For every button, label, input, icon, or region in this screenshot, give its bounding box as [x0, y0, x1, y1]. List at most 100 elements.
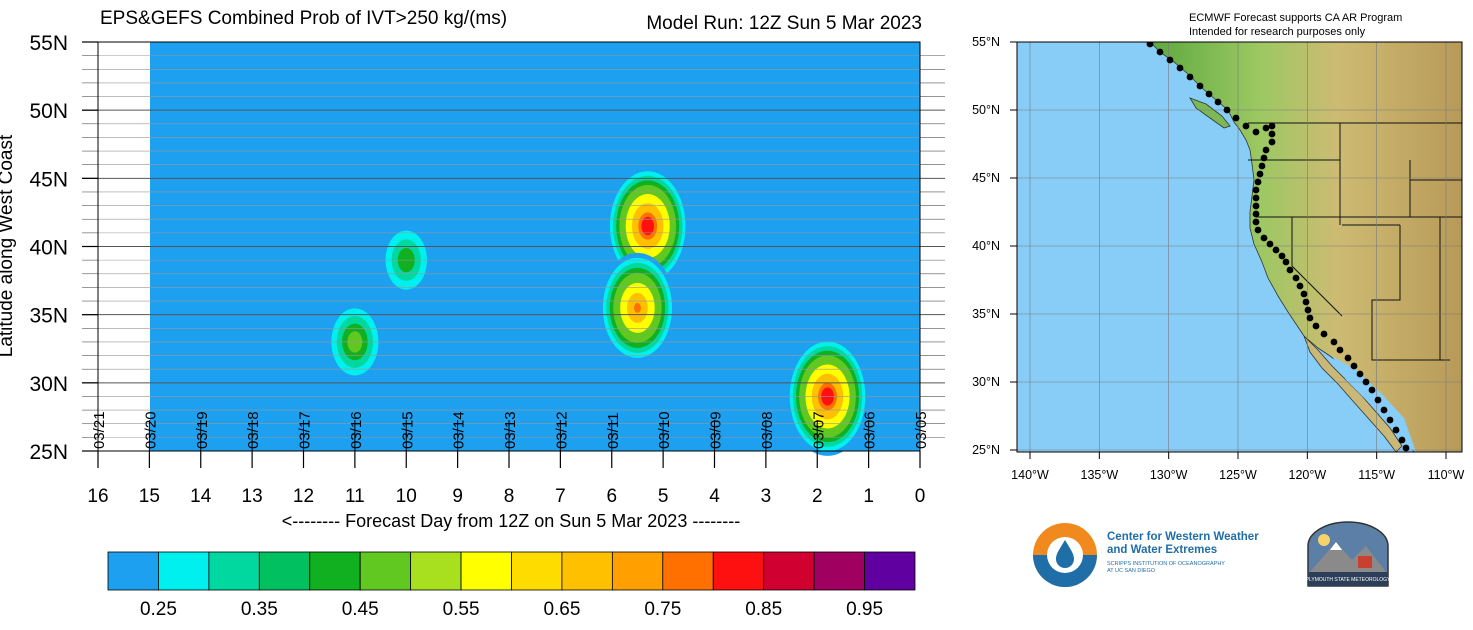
colorbar-swatch: [712, 551, 765, 591]
coast-point: [1254, 178, 1262, 186]
y-tick-label: 40N: [29, 237, 68, 260]
coast-point: [1374, 396, 1382, 404]
date-label: 03/05: [913, 411, 930, 449]
coast-point: [1268, 122, 1276, 130]
coast-point: [1398, 436, 1406, 444]
date-label: 03/09: [708, 411, 725, 449]
coast-point: [1380, 406, 1388, 414]
coast-point: [1312, 322, 1320, 330]
coast-point: [1223, 106, 1231, 114]
coast-point: [1260, 234, 1268, 242]
coast-point: [1320, 330, 1328, 338]
coast-point: [1278, 252, 1286, 260]
map-lat-label: 45°N: [972, 171, 1000, 185]
x-tick-label: 10: [396, 486, 417, 507]
colorbar-label: 0.45: [342, 599, 379, 620]
date-label: 03/20: [142, 411, 159, 449]
coast-point: [1214, 98, 1222, 106]
observatory-icon: [1358, 556, 1372, 568]
y-tick-label: 45N: [29, 168, 68, 191]
date-label: 03/17: [297, 411, 314, 449]
coast-point: [1256, 170, 1264, 178]
psu-logo-text: PLYMOUTH STATE METEOROLOGY: [1306, 577, 1391, 583]
coast-point: [1368, 386, 1376, 394]
y-tick-label: 25N: [29, 441, 68, 464]
coast-point: [1252, 210, 1260, 218]
coast-point: [1262, 124, 1270, 132]
x-tick-label: 12: [293, 486, 314, 507]
map-lat-label: 30°N: [972, 375, 1000, 389]
colorbar-swatch: [208, 551, 260, 591]
date-label: 03/08: [759, 411, 776, 449]
chart-subtitle: Model Run: 12Z Sun 5 Mar 2023: [646, 13, 922, 34]
colorbar-swatch: [561, 551, 613, 591]
coast-point: [1252, 202, 1260, 210]
colorbar-swatch: [460, 551, 512, 591]
sun-icon: [1318, 534, 1330, 546]
colorbar-swatch: [158, 551, 210, 591]
x-tick-label: 6: [606, 486, 617, 507]
baja-peninsula: [1303, 335, 1403, 452]
probability-contour: [633, 302, 641, 313]
colorbar-label: 0.35: [241, 599, 278, 620]
map-lat-label: 50°N: [972, 103, 1000, 117]
x-tick-label: 13: [242, 486, 263, 507]
coast-point: [1304, 306, 1312, 314]
plot-area: 03/21 03/20 03/19 03/18 03/17 03/16 03/15 03/14…: [82, 41, 945, 456]
coast-point: [1205, 90, 1213, 98]
y-axis: 25N 30N 35N 40N 45N 50N 55N: [29, 32, 98, 464]
coast-point: [1296, 282, 1304, 290]
date-label: 03/07: [810, 411, 827, 449]
cw3e-sub1: SCRIPPS INSTITUTION OF OCEANOGRAPHY: [1107, 561, 1225, 567]
coast-point: [1266, 240, 1274, 248]
colorbar-label: 0.65: [543, 599, 580, 620]
coast-point: [1252, 128, 1260, 136]
colorbar-swatch: [662, 551, 714, 591]
chart-title: EPS&GEFS Combined Prob of IVT>250 kg/(ms…: [100, 8, 507, 29]
x-tick-label: 7: [555, 486, 566, 507]
coast-point: [1254, 226, 1262, 234]
x-tick-label: 14: [190, 486, 212, 507]
colorbar-label: 0.25: [140, 599, 177, 620]
coast-point: [1344, 354, 1352, 362]
coast-point: [1156, 48, 1164, 56]
x-tick-label: 5: [658, 486, 669, 507]
date-label: 03/18: [245, 411, 262, 449]
coast-point: [1262, 146, 1270, 154]
map-lat-label: 35°N: [972, 307, 1000, 321]
coast-point: [1146, 42, 1154, 48]
date-label: 03/16: [348, 411, 365, 449]
map-lat-label: 55°N: [972, 35, 1000, 49]
date-label: 03/21: [91, 411, 108, 449]
cw3e-logo: Center for Western Weather and Water Ext…: [1033, 523, 1259, 587]
coast-point: [1166, 56, 1174, 64]
colorbar-swatch: [611, 551, 664, 591]
x-tick-label: 3: [761, 486, 772, 507]
coast-point: [1282, 258, 1290, 266]
state-borders: [1248, 122, 1462, 361]
coast-points: [1146, 42, 1410, 452]
colorbar-swatch: [813, 551, 865, 591]
colorbar-label: 0.95: [846, 599, 883, 620]
cw3e-sub2: AT UC SAN DIEGO: [1107, 568, 1156, 574]
y-axis-label: Latitude along West Coast: [0, 134, 17, 357]
date-label: 03/12: [553, 411, 570, 449]
coast-point: [1392, 426, 1400, 434]
coast-point: [1252, 186, 1260, 194]
coast-point: [1260, 154, 1268, 162]
x-tick-label: 16: [87, 486, 108, 507]
coast-point: [1272, 246, 1280, 254]
map-lat-label: 25°N: [972, 443, 1000, 457]
x-axis-label: <-------- Forecast Day from 12Z on Sun 5…: [282, 511, 741, 531]
y-tick-label: 50N: [29, 100, 68, 123]
x-tick-label: 0: [915, 486, 926, 507]
map-title: ECMWF Forecast supports CA AR Program: [1189, 12, 1402, 24]
map-area: [1017, 42, 1462, 452]
map-lon-label: 120°W: [1289, 468, 1327, 482]
coast-point: [1402, 444, 1410, 452]
coast-point: [1252, 194, 1260, 202]
coast-point: [1350, 362, 1358, 370]
coast-point: [1242, 122, 1250, 130]
map-subtitle: Intended for research purposes only: [1189, 26, 1366, 38]
map-lon-label: 135°W: [1081, 468, 1119, 482]
